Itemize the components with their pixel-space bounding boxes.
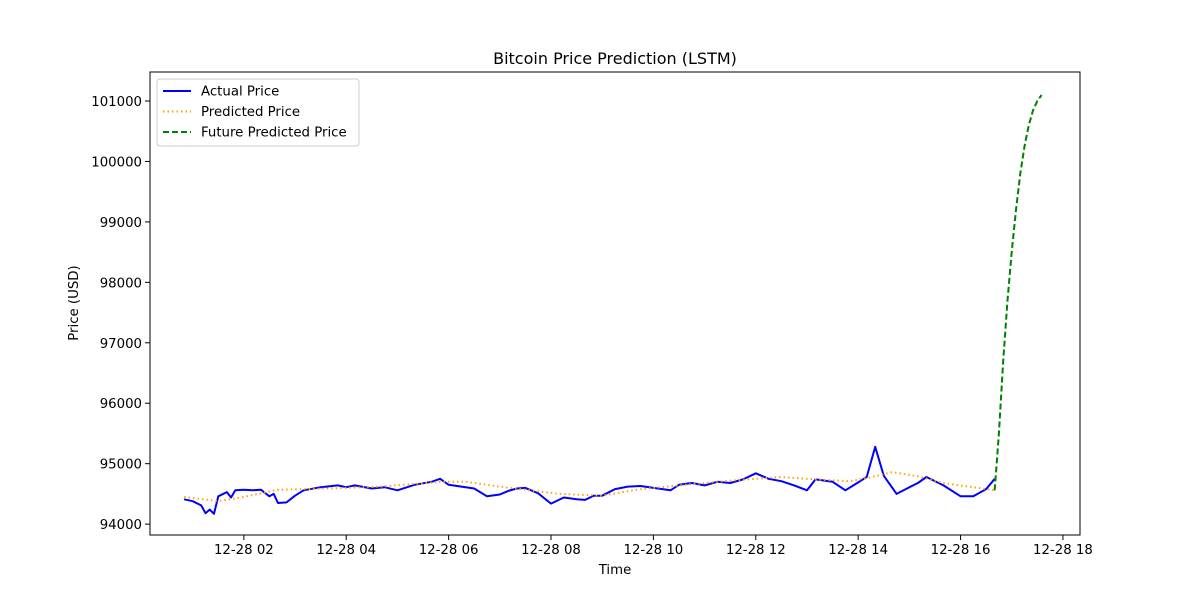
y-tick-label: 98000 — [100, 276, 142, 291]
y-tick-label: 96000 — [100, 397, 142, 412]
y-tick-label: 94000 — [100, 518, 142, 533]
y-tick-label: 101000 — [91, 95, 142, 110]
predicted-price-line — [183, 471, 995, 503]
y-tick-label: 95000 — [100, 458, 142, 473]
x-tick-label: 12-28 16 — [931, 543, 991, 558]
y-axis-label: Price (USD) — [67, 265, 82, 340]
y-axis: 94000 95000 96000 97000 98000 99000 100000 1010… — [91, 95, 150, 533]
y-tick-label: 97000 — [100, 337, 142, 352]
legend-item-actual-price: Actual Price — [201, 85, 279, 100]
x-axis: 12-28 02 12-28 04 12-28 06 12-28 08 12-28 10… — [214, 535, 1093, 558]
y-tick-label: 99000 — [100, 216, 142, 231]
legend-item-future-predicted-price: Future Predicted Price — [201, 126, 347, 141]
x-tick-label: 12-28 18 — [1033, 543, 1093, 558]
legend: Actual Price Predicted Price Future Predic… — [156, 78, 360, 147]
legend-box — [156, 78, 360, 147]
x-tick-label: 12-28 12 — [726, 543, 786, 558]
chart-title: Bitcoin Price Prediction (LSTM) — [493, 49, 737, 68]
x-tick-label: 12-28 04 — [316, 543, 376, 558]
plot-area — [183, 94, 1043, 515]
x-axis-label: Time — [598, 563, 632, 578]
future-predicted-price-line — [993, 94, 1043, 491]
legend-item-predicted-price: Predicted Price — [201, 105, 300, 120]
x-tick-label: 12-28 10 — [623, 543, 683, 558]
x-tick-label: 12-28 06 — [419, 543, 479, 558]
x-tick-label: 12-28 14 — [828, 543, 888, 558]
x-tick-label: 12-28 08 — [521, 543, 581, 558]
x-tick-label: 12-28 02 — [214, 543, 274, 558]
plot-frame — [149, 71, 1081, 536]
y-tick-label: 100000 — [91, 155, 142, 170]
